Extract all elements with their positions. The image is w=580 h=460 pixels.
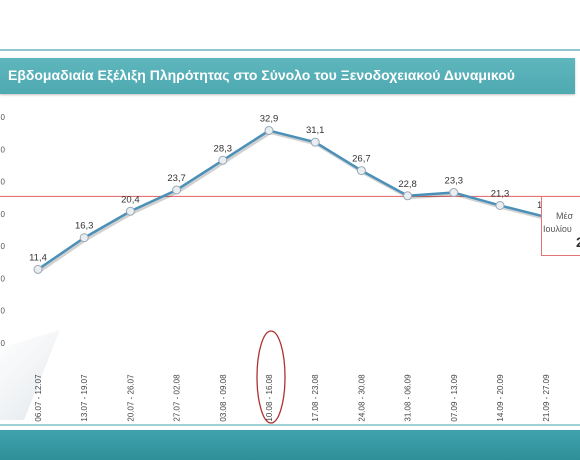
y-tick-label: ,0 (0, 274, 6, 283)
average-label-line2: Ιουλίου (543, 224, 572, 234)
x-tick-label: 13.07 - 19.07 (80, 374, 89, 422)
average-box: Μέσ Ιουλίου 2 (541, 196, 580, 256)
line-chart: ,0 ,0 ,0 ,0 ,0 ,0 ,0 ,0 11,4 16,3 20,4 23,7 28,3 32,9… (0, 113, 580, 424)
x-tick-label: 10.08 - 16.08 (265, 374, 274, 422)
data-label: 31,1 (306, 125, 325, 136)
title-banner: Εβδομαδιαία Εξέλιξη Πληρότητας στο Σύνολ… (0, 58, 575, 94)
data-point (33, 264, 43, 274)
x-tick-label: 07.09 - 13.09 (450, 374, 459, 422)
x-tick-label: 20.07 - 26.07 (126, 374, 135, 422)
data-point (264, 126, 274, 136)
data-point (449, 188, 459, 198)
y-tick-label: ,0 (0, 113, 6, 122)
bottom-bar (0, 430, 580, 460)
x-tick-label: 21.09 - 27.09 (542, 374, 551, 422)
data-point (125, 206, 135, 216)
data-point (79, 233, 89, 243)
x-tick-label: 17.08 - 23.08 (311, 374, 320, 422)
data-label: 21,3 (491, 188, 510, 199)
data-label: 22,8 (398, 179, 417, 190)
data-label: 23,7 (167, 173, 186, 184)
x-tick-label: 27.07 - 02.08 (173, 374, 182, 422)
average-value: 2 (576, 234, 580, 250)
y-tick-label: ,0 (0, 339, 6, 348)
y-tick-label: ,0 (0, 145, 6, 154)
data-point (310, 137, 320, 147)
data-point (356, 166, 366, 176)
chart-title: Εβδομαδιαία Εξέλιξη Πληρότητας στο Σύνολ… (8, 67, 515, 83)
top-rule (0, 49, 580, 51)
data-point (172, 185, 182, 195)
data-point (403, 191, 413, 201)
x-tick-label: 24.08 - 30.08 (357, 374, 366, 422)
average-label-line1: Μέσ (556, 211, 574, 221)
data-label: 16,3 (75, 221, 94, 232)
data-label: 11,4 (29, 252, 47, 263)
highlight-ellipse (256, 330, 286, 424)
y-tick-label: ,0 (0, 210, 6, 219)
data-point (495, 200, 505, 210)
x-tick-label: 06.07 - 12.07 (34, 374, 43, 422)
y-tick-label: ,0 (0, 178, 6, 187)
data-label: 26,7 (352, 154, 371, 165)
y-tick-label: ,0 (0, 242, 6, 251)
x-tick-label: 14.09 - 20.09 (496, 374, 505, 422)
data-label: 28,3 (214, 143, 233, 154)
data-point (218, 155, 228, 165)
data-label: 32,9 (260, 114, 279, 125)
data-label: 20,4 (121, 194, 140, 205)
y-tick-label: ,0 (0, 307, 6, 316)
series-line-shadow (38, 130, 549, 273)
x-tick-label: 03.08 - 09.08 (219, 374, 228, 422)
x-tick-label: 31.08 - 06.09 (404, 374, 413, 422)
data-label: 23,3 (445, 176, 464, 187)
bottom-rule (0, 424, 580, 426)
series-line (37, 129, 547, 271)
